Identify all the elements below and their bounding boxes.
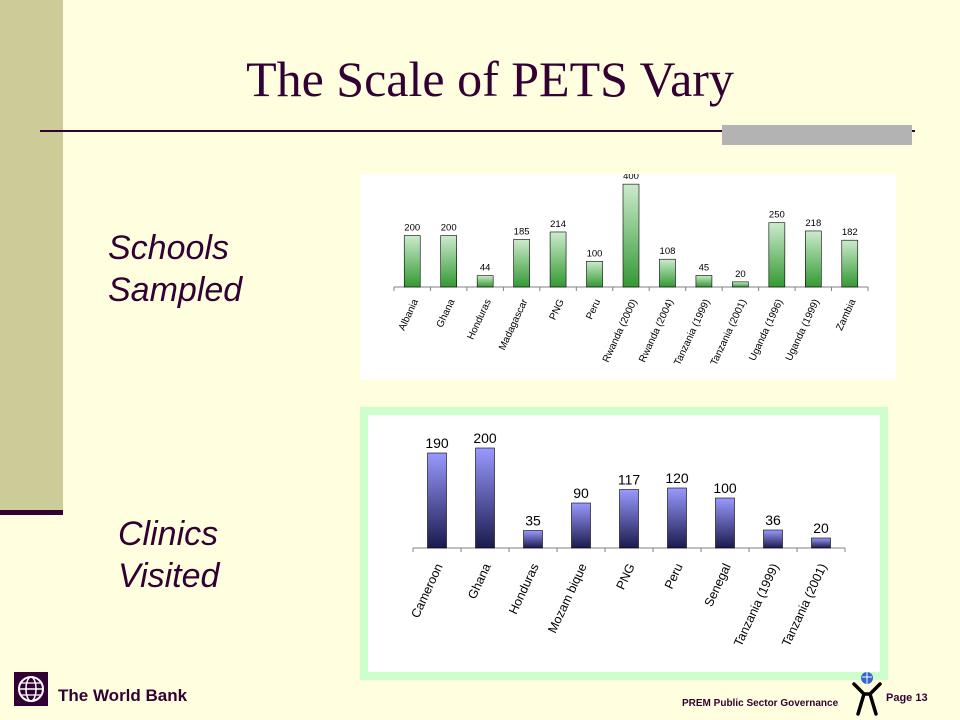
data-label: 185	[514, 226, 530, 237]
tick-label: Zambia	[834, 297, 858, 332]
tick-label: Uganda (1999)	[784, 298, 822, 363]
schools-chart-panel: 200 Albania 200 Ghana 44 Honduras 185 Madagasca…	[360, 171, 896, 380]
data-label: 100	[713, 480, 737, 496]
data-label: 214	[550, 219, 566, 230]
bar-ghana	[440, 235, 457, 288]
data-label: 90	[573, 485, 589, 501]
side-decoration-tick	[0, 510, 63, 515]
slide-title: The Scale of PETS Vary	[246, 51, 734, 107]
tick-label: Ghana	[435, 297, 458, 329]
tick-label: Cameroon	[408, 561, 445, 620]
data-label: 35	[525, 513, 541, 529]
bar-rwanda-2004	[659, 258, 676, 288]
clinics-visited-label: Clinics Visited	[118, 513, 219, 597]
tick-label: Tanzania (1999)	[731, 561, 782, 648]
data-label: 100	[587, 248, 603, 259]
clinics-label-line1: Clinics	[118, 515, 219, 553]
bar-uganda-1999	[805, 230, 822, 288]
tick-label: Tanzania (1999)	[672, 298, 712, 368]
bar-rwanda-2000	[622, 183, 640, 288]
bar-zambia	[841, 239, 859, 288]
tick-label: Rwanda (2000)	[601, 298, 640, 365]
data-label: 200	[473, 430, 497, 446]
clinics-chart: 190 Cameroon 200 Ghana 35 Honduras 90 Mozam biq…	[408, 430, 846, 649]
bar-albania	[403, 235, 421, 288]
tick-label: Rwanda (2004)	[637, 298, 676, 365]
clinics-chart-frame: 190 Cameroon 200 Ghana 35 Honduras 90 Mozam biq…	[360, 407, 888, 680]
bar-tanzania-2001	[732, 281, 749, 288]
data-label: 20	[735, 269, 746, 280]
schools-sampled-label: Schools Sampled	[108, 227, 242, 311]
data-label: 108	[660, 246, 676, 257]
data-label: 200	[404, 223, 420, 234]
title-underline	[40, 130, 915, 132]
bar-mozambique	[571, 502, 591, 549]
data-label: 36	[765, 512, 781, 528]
data-label: 182	[842, 227, 858, 238]
data-label: 45	[699, 262, 710, 273]
bar-tanzania-2001	[811, 537, 831, 549]
bar-peru	[667, 487, 687, 549]
tick-label: Peru	[662, 561, 686, 591]
bar-tanzania-1999	[695, 275, 713, 288]
data-label: 400	[623, 174, 639, 182]
tick-label: Madagascar	[497, 297, 531, 352]
schools-label-line2: Sampled	[108, 271, 243, 309]
tick-label: Tanzania (2001)	[779, 561, 830, 648]
tick-label: Ghana	[465, 561, 494, 601]
data-label: 20	[813, 520, 829, 536]
data-label: 250	[769, 210, 785, 221]
tick-label: Tanzania (2001)	[709, 298, 749, 368]
footer-organization: The World Bank	[58, 686, 188, 705]
clinics-label-line2: Visited	[118, 557, 220, 595]
person-globe-icon	[852, 672, 882, 716]
bar-honduras	[523, 530, 543, 549]
tick-label: Peru	[584, 298, 603, 322]
data-label: 120	[665, 470, 689, 486]
tick-label: Senegal	[702, 561, 734, 608]
bar-ghana	[475, 447, 495, 549]
tick-label: PNG	[548, 297, 567, 321]
bar-peru	[586, 260, 603, 288]
footer-unit-name: PREM Public Sector Governance	[682, 698, 839, 709]
bar-png	[619, 489, 639, 549]
bar-uganda-1996	[768, 222, 786, 288]
bar-tanzania-1999	[763, 529, 783, 549]
data-label: 117	[618, 472, 641, 488]
side-decoration-bar	[0, 0, 63, 512]
schools-label-line1: Schools	[108, 229, 229, 267]
tick-label: Honduras	[466, 298, 494, 342]
bar-honduras	[476, 275, 494, 288]
data-label: 190	[425, 435, 449, 451]
globe-icon	[14, 672, 48, 706]
bar-png	[549, 231, 567, 288]
tick-label: Albania	[397, 297, 421, 332]
title-underline-accent	[722, 125, 912, 145]
page-number: Page 13	[886, 692, 928, 704]
schools-chart: 200 Albania 200 Ghana 44 Honduras 185 Madagasca…	[393, 171, 869, 368]
tick-label: Uganda (1996)	[747, 298, 785, 363]
bar-cameroon	[427, 452, 447, 549]
clinics-chart-panel: 190 Cameroon 200 Ghana 35 Honduras 90 Mozam biq…	[368, 415, 880, 672]
data-label: 200	[441, 223, 457, 234]
data-label: 218	[805, 218, 821, 229]
tick-label: Honduras	[506, 561, 542, 616]
tick-label: Mozam bique	[545, 561, 589, 635]
data-label: 44	[480, 263, 491, 274]
bar-madagascar	[513, 239, 530, 288]
bar-senegal	[715, 497, 735, 549]
tick-label: PNG	[614, 561, 638, 591]
